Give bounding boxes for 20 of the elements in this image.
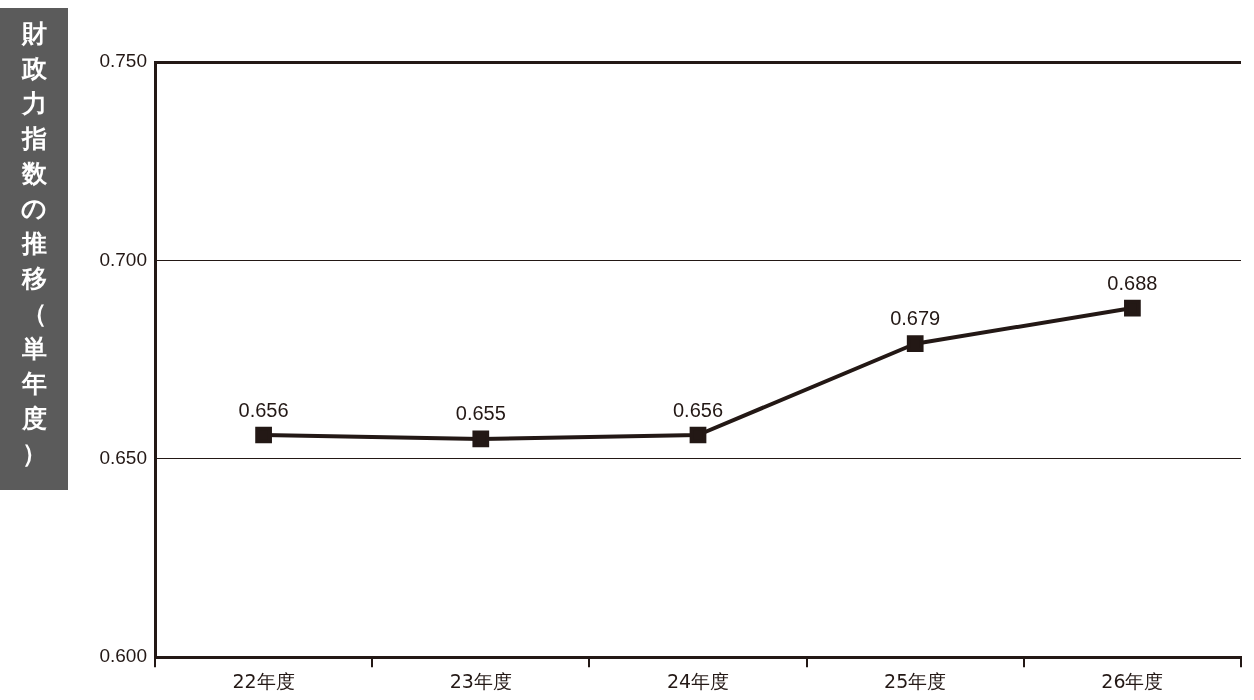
data-label: 0.656 (672, 398, 724, 421)
point (906, 335, 924, 353)
data-label: 0.656 (238, 398, 289, 421)
x-tick-label: 26年度 (1101, 669, 1164, 692)
point (472, 430, 490, 448)
x-tick-label: 22年度 (232, 669, 295, 692)
x-tick-label: 24年度 (666, 669, 730, 692)
y-tick-label: 0.600 (99, 645, 147, 667)
y-tick-label: 0.650 (99, 447, 147, 469)
y-tick-label: 0.700 (99, 248, 147, 270)
chart-title: 財政力指数の推移（単年度） (21, 19, 47, 468)
x-tick-label: 25年度 (884, 669, 947, 692)
data-label: 0.688 (1107, 271, 1158, 294)
y-tick-label: 0.750 (99, 50, 147, 72)
data-label: 0.679 (890, 307, 941, 330)
point (1124, 299, 1141, 317)
data-label: 0.655 (455, 402, 506, 425)
point (255, 426, 272, 444)
x-tick-label: 23年度 (449, 669, 512, 692)
point (689, 426, 707, 444)
